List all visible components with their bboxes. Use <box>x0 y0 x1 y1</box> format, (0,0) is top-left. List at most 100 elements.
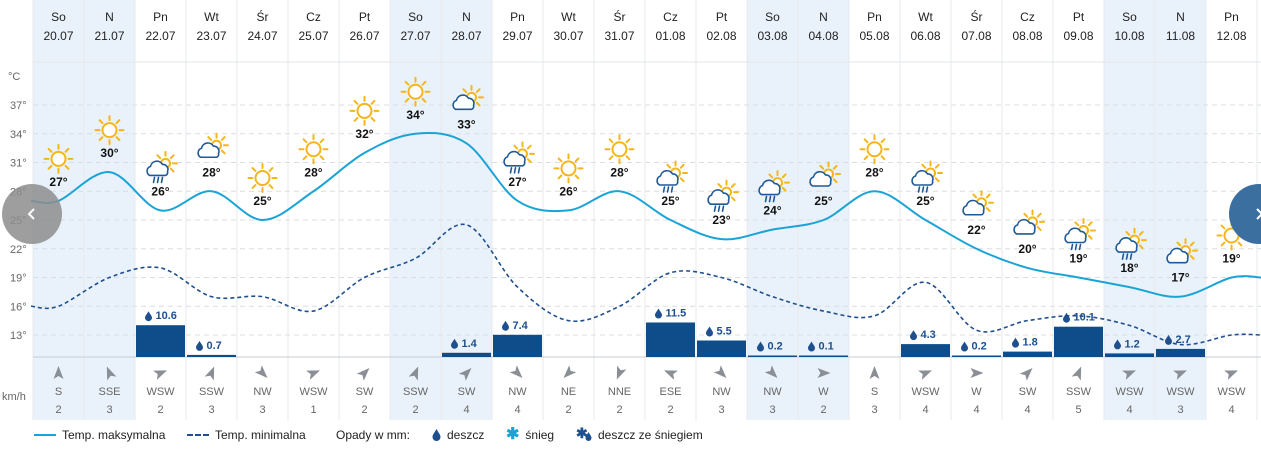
tmax-value-label: 27° <box>49 175 67 189</box>
sun-ray <box>1087 234 1093 240</box>
sun-ray <box>934 163 940 169</box>
rain-streak <box>509 167 513 174</box>
sun-ray <box>353 100 359 105</box>
sun-ray <box>1087 221 1093 227</box>
sun-ray <box>526 158 532 163</box>
cloud-shape <box>1115 237 1138 253</box>
sun-ray <box>679 163 685 169</box>
precip-value: 10.1 <box>1074 312 1095 324</box>
tmax-value-label: 23° <box>712 213 730 227</box>
sun-ray <box>302 138 308 144</box>
sun-ray <box>404 80 410 86</box>
cloud-shape <box>911 170 934 186</box>
day-of-week-label: Wt <box>918 10 933 24</box>
sun-icon <box>247 163 278 193</box>
wind-direction-label: ESE <box>659 386 681 398</box>
legend-tmin-swatch <box>187 434 209 436</box>
wind-speed-label: 2 <box>616 404 622 416</box>
sun-ray <box>574 174 580 180</box>
precip-bar <box>1156 348 1205 357</box>
sun-ray <box>462 88 468 94</box>
day-of-week-label: So <box>1122 10 1137 24</box>
precip-bar <box>1003 351 1052 357</box>
sun-rain-icon <box>656 160 688 193</box>
day-of-week-label: Śr <box>614 9 626 24</box>
sun-ray <box>679 177 685 183</box>
legend-rain-label: deszcz <box>447 428 485 442</box>
date-label: 06.08 <box>910 29 940 43</box>
precip-value: 2.7 <box>1176 334 1191 346</box>
wind-arrow-icon <box>509 365 523 378</box>
raindrop-icon <box>706 326 713 337</box>
wind-direction-label: NE <box>561 386 576 398</box>
tmax-value-label: 28° <box>202 165 220 179</box>
wind-unit-label: km/h <box>2 391 26 403</box>
sun-ray <box>370 100 376 105</box>
wind-direction-label: WSW <box>911 386 940 398</box>
wind-speed-label: 4 <box>514 404 520 416</box>
sun-icon <box>859 134 890 165</box>
axis-unit-label: °C <box>8 71 20 83</box>
legend-tmax-swatch <box>34 434 56 436</box>
sun-ray <box>421 97 427 103</box>
sun-ray <box>220 149 226 155</box>
wind-arrow-icon <box>713 365 727 378</box>
precip-bar <box>1105 353 1154 357</box>
wind-speed-label: 2 <box>157 404 163 416</box>
rain-streak <box>921 186 925 193</box>
wind-speed-label: 3 <box>208 404 214 416</box>
sun-rain-icon <box>911 160 943 193</box>
day-of-week-label: Pn <box>867 10 882 24</box>
sun-ray <box>1189 241 1195 247</box>
wind-speed-label: 3 <box>871 404 877 416</box>
sun-ray <box>64 147 70 153</box>
weekend-column <box>84 0 135 420</box>
prev-button[interactable] <box>2 184 62 244</box>
date-label: 20.07 <box>43 29 73 43</box>
wind-arrow-icon <box>764 365 778 378</box>
rain-streak <box>925 186 929 193</box>
date-label: 01.08 <box>655 29 685 43</box>
forecast-chart: °C 13° 16° 19° 22° 25° 28° 31° 34° 37° km/h So 20.07… <box>2 0 1261 420</box>
sun-ray <box>98 136 104 141</box>
date-label: 21.07 <box>94 29 124 43</box>
sun-ray <box>832 178 838 184</box>
wind-speed-label: 2 <box>412 404 418 416</box>
rain-streak <box>721 205 725 212</box>
raindrop-icon <box>432 429 441 441</box>
sun-disc <box>254 170 271 186</box>
wind-arrow-icon <box>53 366 64 379</box>
sun-ray <box>557 157 563 163</box>
precip-label: 2.7 <box>1165 334 1191 346</box>
wind-speed-label: 3 <box>718 404 724 416</box>
wind-speed-label: 2 <box>361 404 367 416</box>
precip-value: 11.5 <box>666 308 687 320</box>
sun-ray <box>98 119 104 125</box>
date-label: 23.07 <box>196 29 226 43</box>
sun-ray <box>421 80 427 86</box>
tmax-value-label: 28° <box>865 165 883 179</box>
wind-arrow-icon <box>458 368 472 381</box>
cloud-shape <box>758 179 781 196</box>
precip-value: 1.8 <box>1023 337 1038 349</box>
sun-ray <box>730 196 736 202</box>
wind-speed-label: 3 <box>769 404 775 416</box>
precip-label: 7.4 <box>502 320 529 332</box>
sun-ray <box>985 193 991 199</box>
wind-speed-label: 4 <box>1228 404 1234 416</box>
sleet-icon: ✱ <box>576 425 592 442</box>
precip-value: 7.4 <box>513 320 529 332</box>
raindrop-icon <box>757 341 764 352</box>
wind-direction-label: S <box>871 386 878 398</box>
raindrop-icon <box>502 320 509 331</box>
date-label: 24.07 <box>247 29 277 43</box>
sun-ray <box>574 157 580 163</box>
sun-ray <box>557 174 563 180</box>
sun-ray <box>880 138 886 144</box>
precip-label: 1.4 <box>451 338 478 350</box>
sun-ray <box>475 88 481 94</box>
cloud-shape <box>1166 247 1189 264</box>
precip-bar <box>697 340 746 357</box>
sun-cloud-icon <box>1013 209 1045 235</box>
precip-value: 0.7 <box>207 340 222 352</box>
